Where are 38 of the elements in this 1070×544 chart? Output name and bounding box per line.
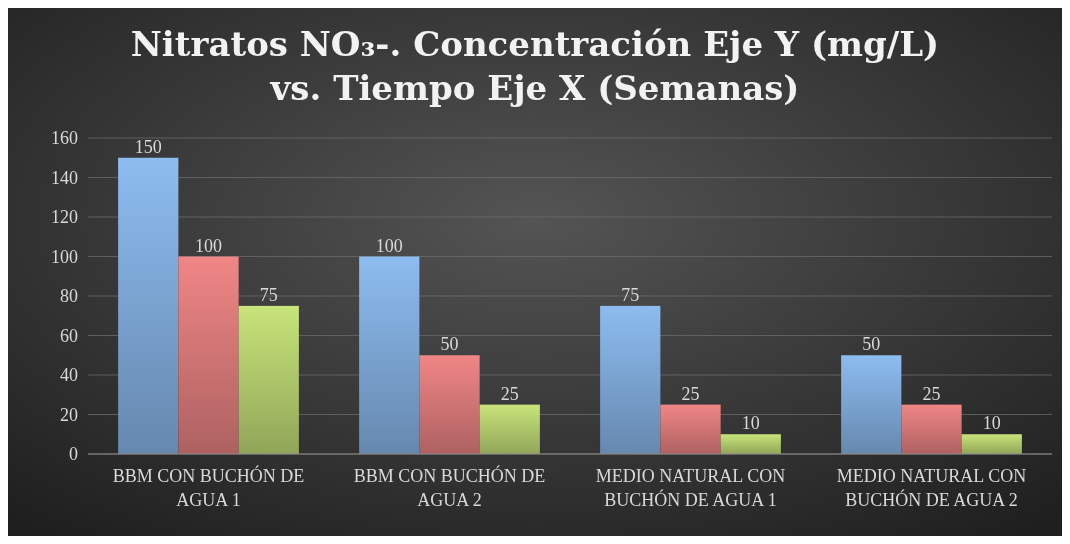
x-tick-label: MEDIO NATURAL CON BUCHÓN DE AGUA 1 xyxy=(595,466,786,510)
data-label: 75 xyxy=(259,284,278,305)
y-tick-label: 80 xyxy=(60,286,78,306)
x-tick-label: MEDIO NATURAL CON BUCHÓN DE AGUA 2 xyxy=(836,466,1027,510)
bar xyxy=(841,355,902,454)
y-tick-label: 40 xyxy=(60,365,78,385)
bar xyxy=(178,256,239,454)
y-tick-label: 0 xyxy=(69,444,78,464)
y-tick-label: 100 xyxy=(51,246,78,267)
bar xyxy=(720,434,781,454)
data-label: 50 xyxy=(440,334,459,355)
data-label: 75 xyxy=(621,284,640,305)
data-label: 25 xyxy=(500,383,519,404)
bar xyxy=(238,305,299,454)
data-label: 10 xyxy=(741,413,760,434)
bar xyxy=(118,157,179,454)
y-tick-label: 60 xyxy=(60,325,78,346)
y-tick-label: 160 xyxy=(51,128,78,148)
data-label: 10 xyxy=(982,413,1001,434)
bar xyxy=(660,404,721,454)
data-label: 100 xyxy=(375,235,403,256)
x-tick-label: BBM CON BUCHÓN DE AGUA 2 xyxy=(353,465,546,510)
bar xyxy=(479,404,540,454)
data-label: 100 xyxy=(195,235,222,256)
bar xyxy=(419,355,480,454)
x-tick-label: BBM CON BUCHÓN DE AGUA 1 xyxy=(112,465,305,510)
data-label: 50 xyxy=(862,334,881,355)
data-label: 25 xyxy=(681,383,700,404)
y-tick-label: 140 xyxy=(51,167,78,188)
data-label: 25 xyxy=(922,383,941,404)
y-tick-label: 20 xyxy=(60,404,78,425)
chart-title: Nitratos NO₃-. Concentración Eje Y (mg/L) vs. Tiempo Eje X (Semanas) xyxy=(130,24,940,108)
bar xyxy=(359,256,420,454)
y-tick-label: 120 xyxy=(51,207,78,227)
data-label: 150 xyxy=(134,136,162,157)
bar xyxy=(901,404,962,454)
bar xyxy=(600,305,661,454)
bar xyxy=(961,434,1022,454)
